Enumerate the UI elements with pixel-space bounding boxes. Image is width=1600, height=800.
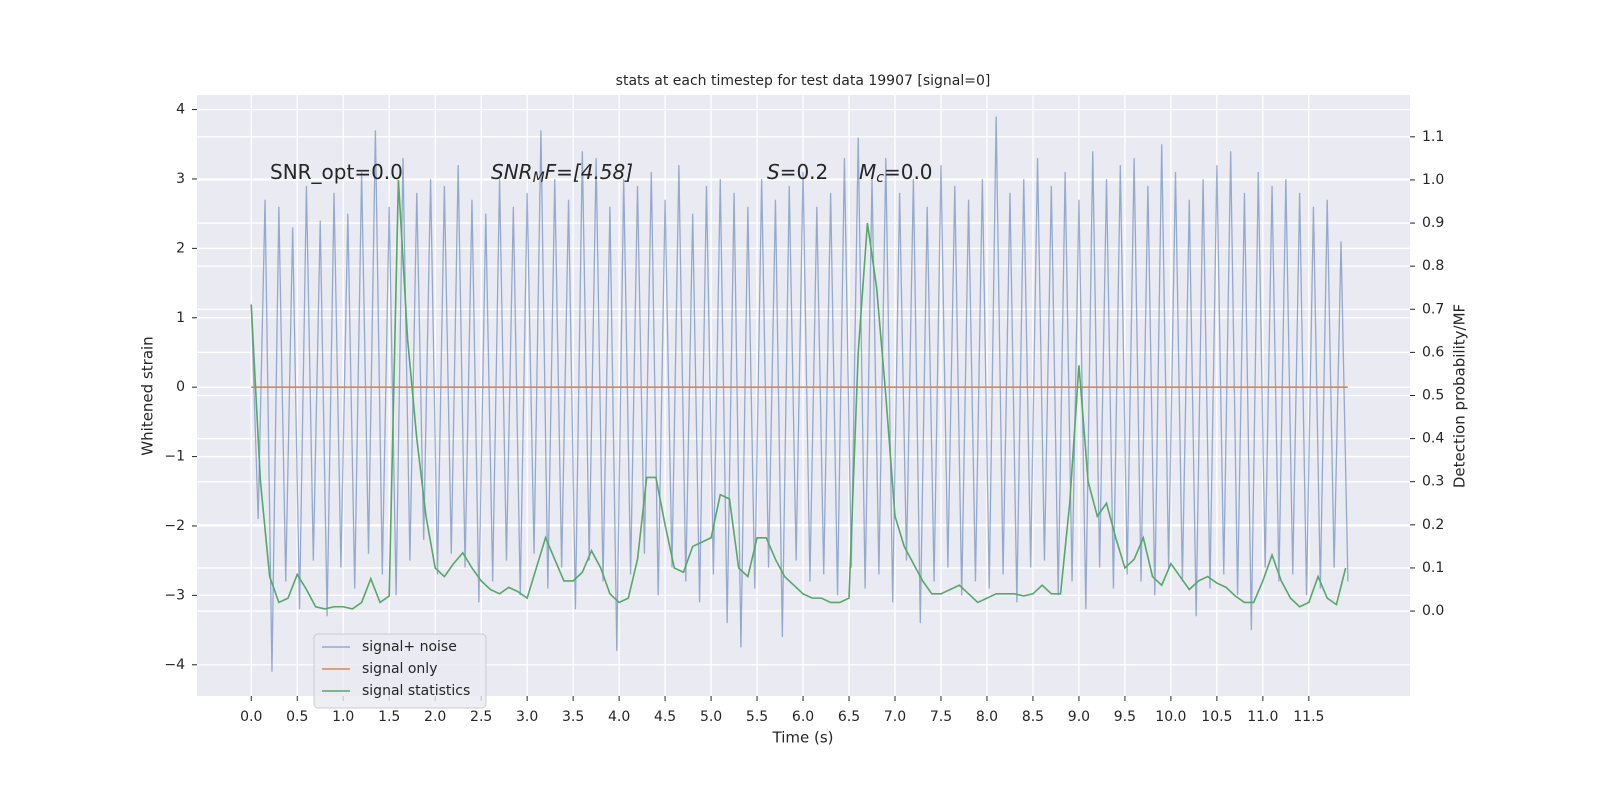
annotation-part: S [767,160,780,184]
x-tick-label: 3.0 [516,709,538,725]
y-tick-label: −1 [164,449,185,465]
x-tick-label: 3.5 [562,709,584,725]
y2-tick-label: 0.2 [1422,517,1444,533]
y2-tick-label: 0.8 [1422,258,1444,274]
y-tick-label: 3 [176,171,185,187]
x-tick-label: 10.0 [1155,709,1186,725]
annotation-part: =0.0 [884,160,933,184]
x-tick-label: 7.0 [884,709,906,725]
x-tick-label: 7.5 [930,709,952,725]
x-tick-label: 1.0 [332,709,354,725]
annotation-part: M [859,160,876,184]
legend-box [313,633,487,709]
x-tick-label: 8.0 [976,709,998,725]
y-tick-label: 0 [176,379,185,395]
annotation-part: c [876,170,884,186]
annotation-part: SNR [491,160,533,184]
y2-tick-label: 0.9 [1422,215,1444,231]
marks [250,116,1349,672]
x-tick-label: 9.5 [1114,709,1136,725]
legend-label: signal+ noise [362,639,457,655]
y2-tick-label: 0.4 [1422,431,1444,447]
grid [197,95,1410,696]
x-tick-label: 9.0 [1068,709,1090,725]
y2-tick-label: 0.5 [1422,388,1444,404]
x-tick-label: 10.5 [1201,709,1232,725]
annotation: S=0.2 [767,160,828,184]
x-tick-label: 4.5 [654,709,676,725]
y2-tick-label: 0.7 [1422,301,1444,317]
annotation: Mc=0.0 [859,160,933,187]
annotation: SNRMF=[4.58] [491,160,633,187]
x-tick-label: 5.5 [746,709,768,725]
series-line [250,179,1347,610]
y-tick-label: 4 [176,102,185,118]
y-axis-label: Whitened strain [139,336,157,455]
x-tick-label: 2.5 [470,709,492,725]
chart-title: stats at each timestep for test data 199… [616,73,991,89]
annotation-part: =0.2 [780,160,829,184]
y2-axis-label: Detection probability/MF [1451,304,1469,488]
x-tick-label: 11.0 [1247,709,1278,725]
y-tick-label: 1 [176,310,185,326]
x-tick-label: 1.5 [378,709,400,725]
x-tick-label: 5.0 [700,709,722,725]
annotation-part: M [533,170,545,186]
x-tick-label: 0.5 [286,709,308,725]
y2-tick-label: 0.6 [1422,344,1444,360]
legend-label: signal statistics [362,683,470,699]
series-line [250,116,1349,672]
y-tick-label: −3 [164,587,185,603]
x-tick-label: 0.0 [240,709,262,725]
annotation-part: SNR_opt=0.0 [270,160,403,184]
y2-tick-label: 1.1 [1422,129,1444,145]
y2-tick-label: 0.1 [1422,560,1444,576]
legend-label: signal only [362,661,437,677]
x-axis-label: Time (s) [772,729,834,747]
annotation: SNR_opt=0.0 [270,160,403,184]
x-tick-label: 6.0 [792,709,814,725]
annotation-part: F=[4.58] [545,160,633,184]
y-tick-label: −2 [164,518,185,534]
x-tick-label: 4.0 [608,709,630,725]
x-tick-label: 8.5 [1022,709,1044,725]
y2-tick-label: 0.3 [1422,474,1444,490]
x-tick-label: 6.5 [838,709,860,725]
labels: 0.0 0.5 1.0 1.5 2.0 2.5 3.0 3.5 4.0 4.5 5.0 5.5 6.0 6… [164,102,1444,725]
y-tick-label: 2 [176,240,185,256]
x-tick-label: 11.5 [1293,709,1324,725]
x-tick-label: 2.0 [424,709,446,725]
y2-tick-label: 1.0 [1422,172,1444,188]
y-tick-label: −4 [164,657,185,673]
y2-tick-label: 0.0 [1422,603,1444,619]
